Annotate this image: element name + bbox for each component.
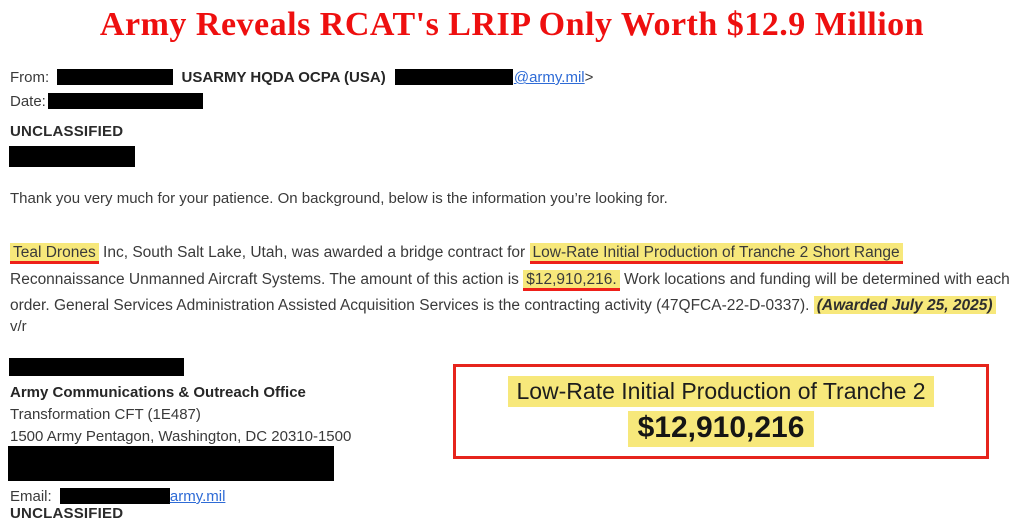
highlighted-text: Low-Rate Initial Production of Tranche 2… (529, 243, 903, 264)
text-segment: order. General Services Administration A… (10, 297, 814, 314)
redaction-bar (9, 146, 135, 167)
signature-office: Army Communications & Outreach Office (10, 384, 306, 401)
classification-banner-bottom: UNCLASSIFIED (10, 505, 124, 522)
page-title: Army Reveals RCAT's LRIP Only Worth $12.… (99, 6, 925, 43)
redaction-bar (57, 69, 174, 85)
text-segment: Reconnaissance Unmanned Aircraft Systems… (10, 270, 524, 288)
redaction-bar (394, 69, 513, 85)
email-line: Email: army.mil (10, 485, 225, 508)
callout-amount: $12,910,216 (627, 411, 815, 447)
text-segment: Inc, South Salt Lake, Utah, was awarded … (98, 244, 530, 261)
contract-paragraph: Teal Drones Inc, South Salt Lake, Utah, … (10, 240, 1022, 320)
signature-address: 1500 Army Pentagon, Washington, DC 20310… (10, 428, 352, 445)
signature-dept: Transformation CFT (1E487) (10, 406, 201, 423)
from-label: From: (10, 69, 50, 86)
signature-block: Army Communications & Outreach Office Tr… (10, 382, 351, 448)
classification-banner-top: UNCLASSIFIED (10, 123, 124, 140)
paragraph-line: Teal Drones Inc, South Salt Lake, Utah, … (10, 240, 1022, 267)
date-line: Date: (10, 90, 203, 113)
paragraph-line: Reconnaissance Unmanned Aircraft Systems… (10, 267, 1022, 294)
valediction: v/r (10, 318, 27, 335)
from-org: USARMY HQDA OCPA (USA) (181, 69, 386, 86)
email-label: Email: (10, 488, 52, 505)
army-mil-link[interactable]: army.mil (169, 488, 226, 505)
redaction-bar (9, 358, 184, 376)
redaction-bar (59, 488, 170, 504)
redaction-bar (8, 446, 334, 481)
army-mil-link[interactable]: @army.mil (513, 69, 585, 86)
redaction-bar (47, 93, 203, 109)
paragraph-line: order. General Services Administration A… (10, 293, 1022, 320)
text-segment: Work locations and funding will be deter… (619, 270, 1010, 288)
intro-text: Thank you very much for your patience. O… (10, 190, 668, 207)
highlighted-text: (Awarded July 25, 2025) (813, 296, 996, 314)
highlighted-text: Teal Drones (10, 243, 99, 264)
angle-bracket: > (584, 69, 594, 86)
callout-program-name: Low-Rate Initial Production of Tranche 2 (508, 376, 934, 407)
from-line: From: USARMY HQDA OCPA (USA) @army.mil> (10, 66, 593, 89)
date-label: Date: (10, 93, 46, 110)
callout-box: Low-Rate Initial Production of Tranche 2… (453, 364, 989, 459)
highlighted-text: $12,910,216. (523, 269, 620, 291)
